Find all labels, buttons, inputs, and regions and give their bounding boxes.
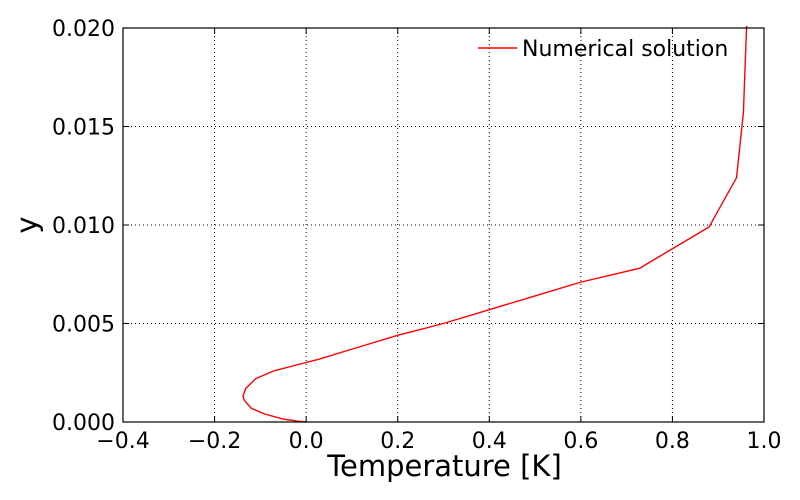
legend: Numerical solution	[478, 37, 728, 62]
x-axis-title: Temperature [K]	[326, 449, 562, 483]
y-tick-label: 0.005	[52, 313, 115, 338]
x-tick-label: 0.2	[380, 429, 415, 454]
x-tick-label: 0.0	[289, 429, 324, 454]
x-tick-label: −0.2	[188, 429, 241, 454]
series-line	[242, 26, 748, 423]
y-tick-label: 0.000	[52, 411, 115, 436]
x-tick-label: 0.4	[472, 429, 507, 454]
y-tick-label: 0.020	[52, 17, 115, 42]
series-layer	[242, 26, 748, 423]
x-tick-label: −0.4	[96, 429, 149, 454]
y-tick-label: 0.015	[52, 116, 115, 141]
x-tick-label: 0.6	[563, 429, 598, 454]
legend-label: Numerical solution	[522, 37, 728, 62]
ticks: −0.4 −0.2 0.0 0.2 0.4 0.6 0.8 1.0 0.000 0.005 0.01…	[52, 17, 781, 454]
x-tick-label: 0.8	[655, 429, 690, 454]
x-tick-label: 1.0	[747, 429, 782, 454]
grid	[123, 28, 764, 422]
y-tick-label: 0.010	[52, 214, 115, 239]
y-axis-title: y	[10, 216, 44, 233]
